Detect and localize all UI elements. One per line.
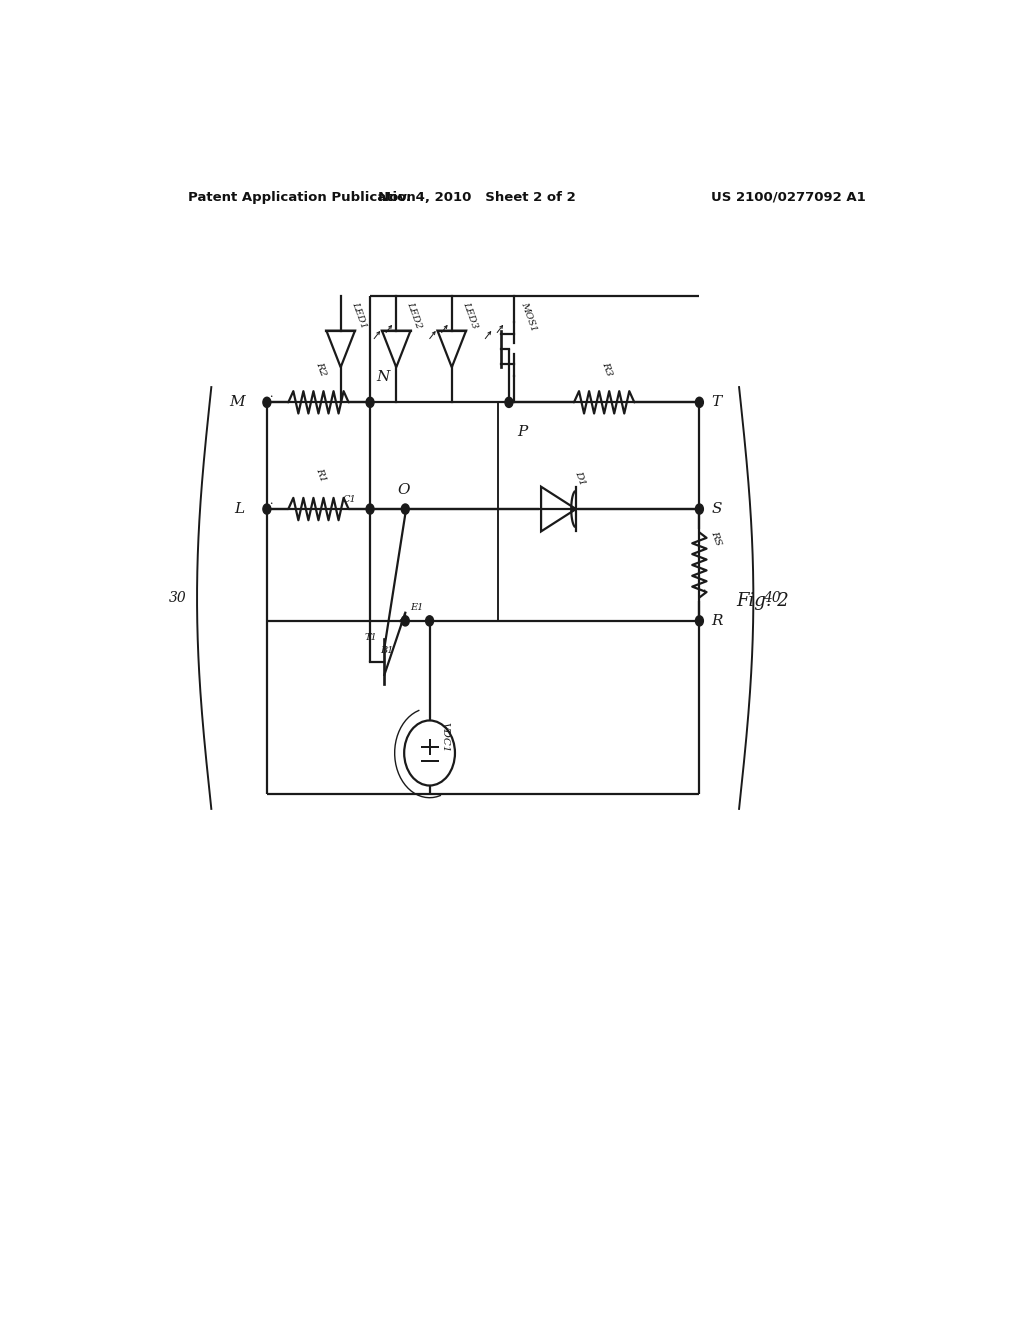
Text: M: M [229, 395, 245, 409]
Text: LED1: LED1 [350, 301, 369, 330]
Text: C1: C1 [343, 495, 356, 504]
Text: 40: 40 [764, 591, 781, 605]
Text: LED2: LED2 [406, 301, 424, 330]
Text: VDC1: VDC1 [440, 722, 450, 752]
Text: 30: 30 [169, 591, 186, 605]
Circle shape [695, 397, 703, 408]
Text: LED3: LED3 [461, 301, 479, 330]
Text: •: • [269, 502, 272, 506]
Circle shape [263, 397, 270, 408]
Text: T1: T1 [365, 634, 377, 642]
Circle shape [263, 504, 270, 513]
Circle shape [401, 615, 410, 626]
Text: D1: D1 [572, 470, 587, 487]
Bar [370, 403, 498, 620]
Text: N: N [377, 370, 390, 384]
Text: •: • [701, 589, 706, 594]
Text: Nov. 4, 2010   Sheet 2 of 2: Nov. 4, 2010 Sheet 2 of 2 [378, 190, 577, 203]
Text: RS: RS [709, 529, 723, 546]
Text: R2: R2 [314, 360, 328, 378]
Circle shape [505, 397, 513, 408]
Text: US 2100/0277092 A1: US 2100/0277092 A1 [712, 190, 866, 203]
Text: MOS1: MOS1 [519, 301, 539, 333]
Text: B1: B1 [380, 647, 394, 656]
Text: E1: E1 [410, 603, 423, 612]
Text: S: S [712, 502, 722, 516]
Text: O: O [397, 483, 411, 496]
Circle shape [695, 615, 703, 626]
Text: R: R [712, 614, 723, 628]
Text: P: P [517, 425, 527, 438]
Text: •: • [269, 395, 272, 399]
Text: R1: R1 [314, 467, 328, 483]
Circle shape [695, 504, 703, 513]
Text: T: T [712, 395, 722, 409]
Text: L: L [234, 502, 245, 516]
Text: Fig. 2: Fig. 2 [736, 591, 790, 610]
Text: •: • [511, 395, 515, 399]
Circle shape [426, 615, 433, 626]
Circle shape [367, 397, 374, 408]
Circle shape [401, 504, 410, 513]
Text: Patent Application Publication: Patent Application Publication [187, 190, 416, 203]
Text: R3: R3 [600, 360, 613, 378]
Circle shape [367, 504, 374, 513]
